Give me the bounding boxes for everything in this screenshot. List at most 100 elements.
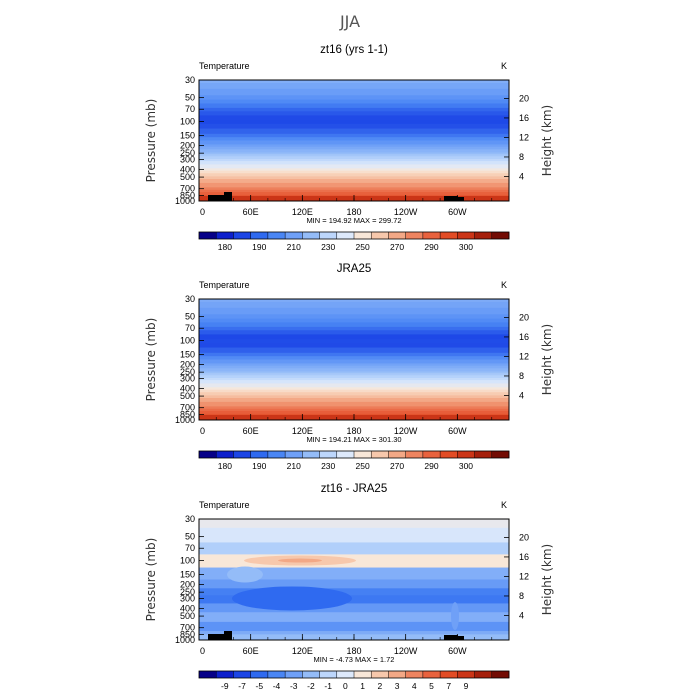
- contour-band: [199, 103, 509, 108]
- stats-line: MIN = -4.73 MAX = 1.72: [314, 655, 395, 664]
- colorbar-box: [474, 232, 493, 239]
- contour-band: [199, 140, 509, 150]
- colorbar-box: [371, 451, 389, 458]
- y-tick-label: 50: [185, 93, 195, 103]
- colorbar-label: 180: [218, 461, 232, 471]
- contour-band: [199, 527, 509, 544]
- contour-band: [199, 149, 509, 157]
- y-tick-label: 70: [185, 323, 195, 333]
- contour-band: [199, 322, 509, 327]
- colorbar-label: -1: [324, 681, 332, 691]
- stat-min-value: 194.92: [329, 216, 352, 225]
- colorbar-label: 0: [343, 681, 348, 691]
- colorbar-box: [267, 232, 286, 239]
- colorbar-box: [302, 232, 320, 239]
- y-tick-label: 1000: [175, 196, 195, 206]
- contour-band: [199, 154, 509, 157]
- x-tick-label: 120W: [394, 207, 418, 217]
- height-tick-label: 4: [519, 610, 524, 620]
- contour-band: [199, 398, 509, 403]
- colorbar-label: 250: [356, 242, 370, 252]
- contour-band: [199, 408, 509, 412]
- colorbar-label: 4: [412, 681, 417, 691]
- colorbar-box: [405, 232, 424, 239]
- stats-line: MIN = 194.92 MAX = 299.72: [306, 216, 401, 225]
- colorbar-box: [267, 451, 286, 458]
- contour-band: [199, 542, 509, 555]
- x-tick-label: 120W: [394, 646, 418, 656]
- stat-max-value: 299.72: [379, 216, 402, 225]
- colorbar-box: [422, 451, 441, 458]
- panels: zt16 (yrs 1-1)Temperature K30507010015020…: [144, 44, 554, 691]
- y-tick-label: 400: [180, 603, 195, 613]
- y-tick-label: 500: [180, 611, 195, 621]
- colorbar-label: 300: [459, 461, 473, 471]
- contour-band: [199, 128, 509, 134]
- topography: [224, 192, 232, 201]
- contour-band: [199, 383, 509, 393]
- contour-band: [199, 588, 509, 596]
- contour-band: [199, 182, 509, 193]
- topography: [444, 635, 458, 640]
- contour-band: [199, 192, 509, 195]
- colorbar-box: [388, 232, 406, 239]
- colorbar-label: 290: [424, 242, 438, 252]
- x-tick-label: 0: [200, 426, 205, 436]
- y-tick-label: 400: [180, 164, 195, 174]
- variable-label: Temperature: [199, 500, 250, 510]
- stat-max-label: MAX =: [354, 435, 377, 444]
- colorbar-label: 270: [390, 461, 404, 471]
- colorbar-box: [267, 671, 286, 678]
- colorbar-box: [319, 671, 338, 678]
- height-tick-label: 12: [519, 132, 529, 142]
- contour-band: [199, 318, 509, 324]
- contour-field: [199, 80, 509, 201]
- y-tick-label: 850: [180, 190, 195, 200]
- warm-anomaly-core: [278, 558, 322, 563]
- colorbar-box: [422, 232, 441, 239]
- colorbar-box: [440, 232, 458, 239]
- y-tick-label: 100: [180, 117, 195, 127]
- colorbar-box: [250, 232, 269, 239]
- contour-band: [199, 389, 509, 393]
- colorbar-box: [233, 232, 251, 239]
- colorbar-box: [216, 451, 234, 458]
- height-tick-label: 8: [519, 152, 524, 162]
- cool-anomaly-patch: [227, 566, 263, 583]
- y-tick-label: 250: [180, 148, 195, 158]
- colorbar-box: [440, 671, 458, 678]
- contour-band: [199, 603, 509, 613]
- contour-band: [199, 392, 509, 403]
- contour-band: [199, 99, 509, 105]
- colorbar-box: [354, 451, 372, 458]
- x-tick-label: 60E: [243, 207, 259, 217]
- contour-band: [199, 373, 509, 376]
- colorbar-box: [336, 671, 355, 678]
- colorbar-box: [457, 451, 475, 458]
- contour-band: [199, 123, 509, 130]
- contour-band: [199, 342, 509, 349]
- height-tick-label: 8: [519, 371, 524, 381]
- height-tick-label: 4: [519, 390, 524, 400]
- stat-max-value: 1.72: [380, 655, 395, 664]
- contour-band: [199, 579, 509, 589]
- contour-band: [199, 365, 509, 369]
- y-axis-label: Pressure (mb): [144, 318, 158, 402]
- contour-band: [199, 375, 509, 379]
- colorbar-box: [371, 671, 389, 678]
- y-tick-label: 500: [180, 391, 195, 401]
- contour-band: [199, 401, 509, 412]
- height-tick-label: 12: [519, 351, 529, 361]
- contour-band: [199, 621, 509, 632]
- stat-min-value: 194.21: [329, 435, 352, 444]
- y-tick-label: 250: [180, 587, 195, 597]
- y-tick-label: 700: [180, 184, 195, 194]
- y-tick-label: 150: [180, 131, 195, 141]
- height-tick-label: 20: [519, 93, 529, 103]
- contour-band: [199, 179, 509, 184]
- contour-band: [199, 380, 509, 385]
- y-tick-label: 200: [180, 140, 195, 150]
- stat-max-label: MAX =: [354, 216, 377, 225]
- contour-band: [199, 140, 509, 145]
- y-tick-label: 400: [180, 383, 195, 393]
